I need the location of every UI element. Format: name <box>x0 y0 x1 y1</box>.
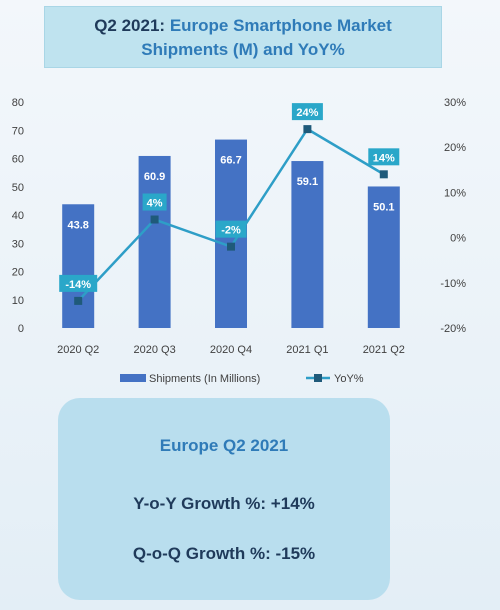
yoy-value-label: 14% <box>373 152 395 164</box>
x-tick-label: 2020 Q4 <box>210 344 252 356</box>
y2-tick-label: 10% <box>444 187 466 199</box>
yoy-label-box <box>215 220 247 238</box>
yoy-value-label: 24% <box>296 107 318 119</box>
yoy-growth-text: Y-o-Y Growth %: +14% <box>133 494 315 513</box>
y-tick-label: 40 <box>12 210 24 222</box>
y-tick-label: 0 <box>18 323 24 335</box>
combo-chart: 0 10 20 30 40 50 60 70 80 -20% -10% 0% 10% 20% 30% 43.8… <box>12 97 466 385</box>
x-tick-label: 2020 Q2 <box>57 344 99 356</box>
yoy-value-label: -2% <box>221 225 241 237</box>
y-tick-label: 30 <box>12 238 24 250</box>
summary-panel: Europe Q2 2021 Y-o-Y Growth %: +14% Q-o-… <box>58 398 390 600</box>
y-tick-label: 70 <box>12 125 24 137</box>
qoq-growth-text: Q-o-Q Growth %: -15% <box>132 544 316 563</box>
bar-1 <box>138 155 171 328</box>
bar-value-label: 59.1 <box>297 176 318 188</box>
yoy-value-label: -14% <box>65 279 91 291</box>
bar-value-label: 60.9 <box>144 171 165 183</box>
y-tick-label: 60 <box>12 154 24 166</box>
summary-heading: Europe Q2 2021 <box>159 436 289 455</box>
y-tick-label: 50 <box>12 182 24 194</box>
bar-4 <box>367 186 400 328</box>
title-main: Europe Smartphone Market <box>169 16 392 35</box>
bar-value-label: 50.1 <box>373 201 394 213</box>
title-line-1: Q2 2021: Europe Smartphone Market <box>45 14 441 38</box>
y2-tick-label: 0% <box>450 233 466 245</box>
title-line-2: Shipments (M) and YoY% <box>141 40 345 59</box>
title-prefix: Q2 2021: <box>94 16 166 35</box>
yoy-label-box <box>59 274 98 292</box>
yoy-marker <box>227 242 235 251</box>
y2-tick-label: 30% <box>444 97 466 109</box>
bar-value-label: 66.7 <box>220 155 241 167</box>
y-tick-label: 20 <box>12 267 24 279</box>
legend-bar-swatch <box>120 374 146 382</box>
x-tick-label: 2021 Q2 <box>363 344 405 356</box>
x-tick-label: 2020 Q3 <box>133 344 175 356</box>
x-tick-label: 2021 Q1 <box>286 344 328 356</box>
legend-bar-label: Shipments (In Millions) <box>149 373 260 385</box>
bar-0 <box>62 204 95 328</box>
yoy-marker <box>150 215 159 224</box>
yoy-label-box <box>291 103 323 121</box>
yoy-marker <box>379 170 388 179</box>
legend-line-marker <box>314 374 322 382</box>
yoy-value-label: 4% <box>147 198 163 210</box>
yoy-marker <box>303 125 312 134</box>
y-tick-label: 80 <box>12 97 24 109</box>
yoy-marker <box>74 296 83 305</box>
y2-tick-label: -10% <box>440 278 466 290</box>
y2-tick-label: 20% <box>444 142 466 154</box>
bar-value-label: 43.8 <box>67 219 88 231</box>
yoy-label-box <box>368 148 400 166</box>
legend-line-label: YoY% <box>334 373 364 385</box>
yoy-label-box <box>142 193 167 211</box>
chart-title: Q2 2021: Europe Smartphone Market Shipme… <box>44 6 442 68</box>
y2-tick-label: -20% <box>440 323 466 335</box>
y-tick-label: 10 <box>12 295 24 307</box>
bar-3 <box>291 161 324 328</box>
